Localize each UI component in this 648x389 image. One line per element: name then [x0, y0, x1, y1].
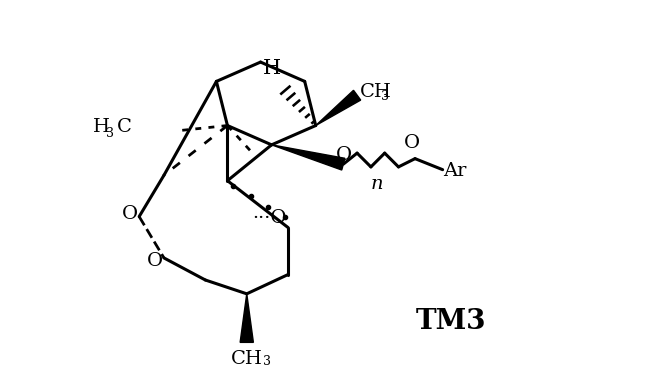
Text: 3: 3 — [381, 90, 389, 103]
Text: O: O — [336, 146, 353, 164]
Text: CH: CH — [231, 350, 262, 368]
Text: ···O: ···O — [252, 209, 287, 227]
Text: 3: 3 — [106, 127, 113, 140]
Text: 3: 3 — [262, 354, 271, 368]
Text: H: H — [262, 58, 281, 77]
Text: O: O — [146, 252, 163, 270]
Text: CH: CH — [360, 83, 392, 102]
Polygon shape — [272, 145, 345, 170]
Polygon shape — [240, 294, 253, 342]
Text: Ar: Ar — [443, 162, 466, 180]
Text: O: O — [404, 134, 421, 152]
Text: CH₃: CH₃ — [360, 83, 400, 102]
Text: H: H — [93, 118, 110, 136]
Text: O: O — [122, 205, 138, 223]
Text: n: n — [370, 175, 383, 193]
Text: C: C — [117, 118, 132, 136]
Text: TM3: TM3 — [415, 308, 486, 335]
Polygon shape — [316, 90, 361, 126]
